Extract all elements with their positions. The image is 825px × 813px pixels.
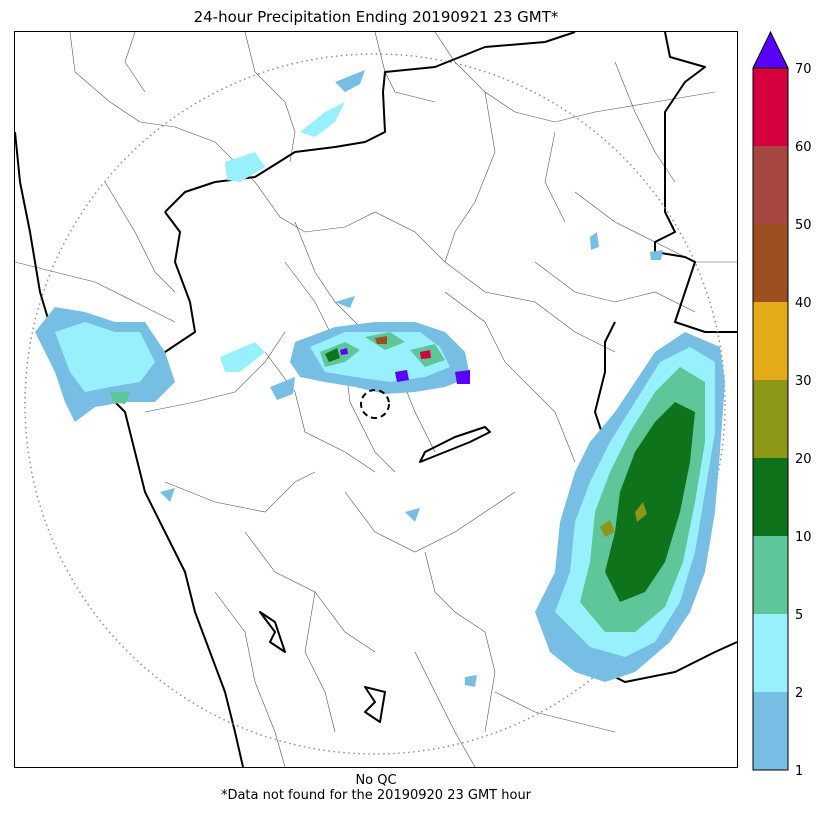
colorbar-segment-5 bbox=[753, 380, 788, 458]
colorbar: 1 2 5 10 20 30 40 50 60 70 bbox=[752, 30, 825, 779]
map-canvas bbox=[15, 32, 737, 767]
colorbar-tick-label: 10 bbox=[795, 530, 812, 545]
colorbar-tick-label: 60 bbox=[795, 140, 812, 155]
qc-note: No QC bbox=[355, 773, 397, 788]
precipitation-field bbox=[35, 70, 725, 687]
colorbar-tick-label: 2 bbox=[795, 686, 803, 701]
radar-site-marker bbox=[360, 389, 390, 419]
colorbar-tick-label: 50 bbox=[795, 218, 812, 233]
colorbar-segment-2 bbox=[753, 614, 788, 692]
colorbar-segment-6 bbox=[753, 302, 788, 380]
map-footer: No QC *Data not found for the 20190920 2… bbox=[14, 773, 738, 803]
colorbar-segment-8 bbox=[753, 146, 788, 224]
colorbar-segment-1 bbox=[753, 692, 788, 770]
colorbar-tick-label: 20 bbox=[795, 452, 812, 467]
colorbar-frame bbox=[752, 67, 789, 771]
chart-title: 24-hour Precipitation Ending 20190921 23… bbox=[193, 8, 559, 26]
colorbar-segment-4 bbox=[753, 458, 788, 536]
colorbar-tick-label: 70 bbox=[795, 62, 812, 77]
range-ring bbox=[24, 53, 726, 755]
colorbar-svg: 1 2 5 10 20 30 40 50 60 70 bbox=[752, 30, 812, 779]
colorbar-extend-triangle bbox=[752, 30, 789, 69]
regional-boundaries bbox=[15, 32, 737, 767]
colorbar-segment-3 bbox=[753, 536, 788, 614]
colorbar-tick-label: 30 bbox=[795, 374, 812, 389]
colorbar-tick-label: 1 bbox=[795, 764, 803, 775]
colorbar-segment-9 bbox=[753, 68, 788, 146]
colorbar-tick-label: 40 bbox=[795, 296, 812, 311]
precipitation-map[interactable] bbox=[14, 31, 738, 768]
colorbar-tick-label: 5 bbox=[795, 608, 803, 623]
missing-data-note: *Data not found for the 20190920 23 GMT … bbox=[220, 788, 532, 803]
colorbar-segment-7 bbox=[753, 224, 788, 302]
